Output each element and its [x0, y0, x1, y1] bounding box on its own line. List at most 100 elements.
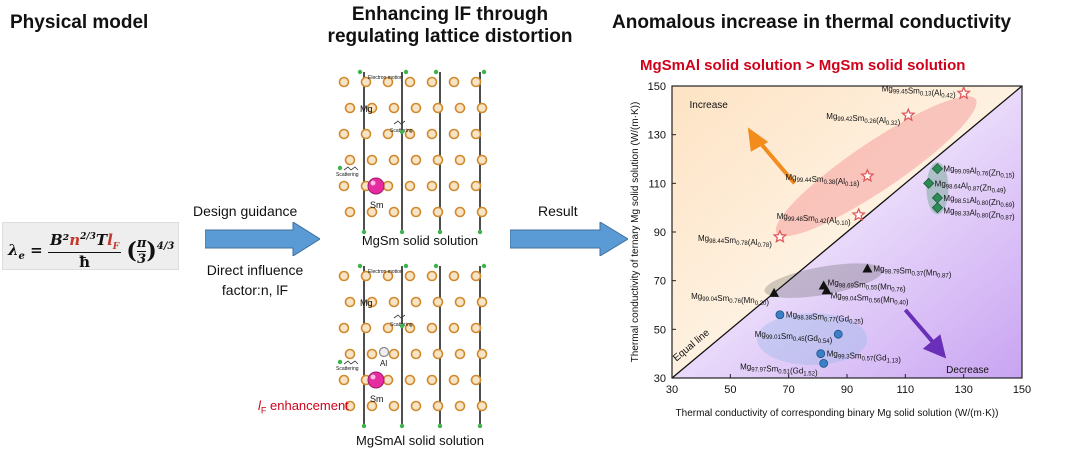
anomalous-heading: Anomalous increase in thermal conductivi… — [612, 12, 1012, 33]
mg-atom — [382, 322, 394, 334]
mg-atom — [426, 128, 438, 140]
physical-model-heading: Physical model — [10, 12, 149, 33]
mg-atom — [426, 374, 438, 386]
data-point-circle — [816, 349, 826, 359]
sm-label: Sm — [370, 394, 384, 404]
x-tick-label: 130 — [954, 384, 972, 396]
data-point-star — [956, 85, 972, 100]
mg-label: Mg — [360, 298, 373, 308]
mg-atom — [448, 180, 460, 192]
x-axis-label: Thermal conductivity of corresponding bi… — [676, 408, 999, 419]
mgsm-caption: MgSm solid solution — [361, 233, 479, 248]
enhancing-heading: Enhancing lF through regulating lattice … — [320, 4, 580, 48]
data-point-label: Mg98.79Sm0.37(Mn0.87) — [873, 265, 951, 280]
sm-atom — [367, 371, 385, 389]
mg-atom — [426, 76, 438, 88]
electron-dot — [399, 229, 405, 235]
mg-atom — [410, 206, 422, 218]
mg-atom — [454, 348, 466, 360]
electron-dot — [433, 263, 439, 269]
electron-dot — [403, 69, 409, 75]
mg-atom — [432, 154, 444, 166]
data-point-label: Mg98.51Al0.80(Zn0.69) — [943, 194, 1015, 209]
mg-atom — [426, 270, 438, 282]
electron-motion-label: Electron motion — [368, 75, 403, 81]
mg-atom — [366, 154, 378, 166]
y-tick-label: 50 — [654, 324, 666, 336]
mg-atom — [404, 180, 416, 192]
mg-atom — [338, 180, 350, 192]
x-tick-label: 90 — [841, 384, 853, 396]
data-point-star — [860, 168, 875, 183]
mg-atom — [410, 296, 422, 308]
data-point-label: Mg98.64Al0.87(Zn0.49) — [935, 179, 1007, 194]
mg-atom — [382, 76, 394, 88]
mg-atom — [360, 128, 372, 140]
mg-atom — [454, 102, 466, 114]
electron-dot — [337, 165, 343, 171]
electron-dot — [481, 263, 487, 269]
electron-dot — [399, 129, 405, 135]
mg-atom — [344, 206, 356, 218]
data-point-circle — [833, 329, 843, 339]
electron-dot — [337, 359, 343, 365]
x-tick-label: 30 — [666, 384, 678, 396]
mg-atom — [476, 154, 488, 166]
increase-arrow — [757, 140, 797, 185]
mg-atom — [470, 322, 482, 334]
equal-line — [671, 85, 1023, 379]
scattering-path — [343, 166, 359, 171]
data-point-triangle — [821, 285, 832, 295]
comparison-title: MgSmAl solid solution > MgSm solid solut… — [640, 57, 966, 74]
data-point-label: Mg99.44Sm0.38(Al0.18) — [785, 173, 859, 188]
thermal-conductivity-scatter-chart: 30 50 70 90 110 130 150 30 50 70 90 110 130 150 Therma… — [630, 81, 1031, 419]
mg-atom — [404, 374, 416, 386]
mg-atom — [476, 296, 488, 308]
data-point-star — [772, 229, 788, 244]
mg-atom — [432, 206, 444, 218]
x-tick-label: 70 — [783, 384, 795, 396]
data-point-label: Mg98.38Sm0.77(Gd0.25) — [786, 311, 864, 326]
mg-atom — [382, 270, 394, 282]
mg-atom — [338, 270, 350, 282]
data-point-label: Mg98.69Sm0.55(Mn0.76) — [828, 279, 906, 294]
mg-atom — [366, 206, 378, 218]
mg-atom — [448, 322, 460, 334]
electron-dot — [481, 69, 487, 75]
mg-atom — [344, 348, 356, 360]
electron-motion-label: Electron motion — [368, 269, 403, 275]
electron-dot — [357, 69, 363, 75]
y-tick-label: 150 — [648, 81, 666, 93]
direct-influence-line2: factor:n, lF — [221, 282, 289, 298]
mg-atom — [454, 400, 466, 412]
mg-atom — [338, 374, 350, 386]
mg-atom — [404, 128, 416, 140]
mg-atom — [432, 102, 444, 114]
mg-atom — [404, 322, 416, 334]
scattering-path — [393, 314, 406, 319]
scattering-path — [343, 360, 359, 365]
y-tick-label: 130 — [648, 130, 666, 142]
mg-atom — [338, 128, 350, 140]
decrease-arrowhead — [922, 334, 947, 359]
sm-label: Sm — [370, 200, 384, 210]
electron-dot — [361, 423, 367, 429]
mg-atom — [410, 400, 422, 412]
electron-dot — [399, 423, 405, 429]
data-point-label: Mg98.33Al0.80(Zn0.87) — [943, 207, 1015, 222]
data-point-star — [900, 107, 916, 122]
mg-atom — [382, 180, 394, 192]
mg-atom — [382, 374, 394, 386]
mg-atom — [476, 400, 488, 412]
data-point-label: Mg99.42Sm0.26(Al0.32) — [826, 112, 900, 127]
mg-atom — [448, 270, 460, 282]
data-point-label: Mg99.04Sm0.56(Mn0.40) — [831, 291, 909, 306]
y-tick-label: 110 — [648, 178, 666, 190]
increase-arrowhead — [747, 127, 769, 152]
gd-group-ellipse — [757, 313, 867, 366]
thermal-conductivity-formula: λe = B²n2/3TlF ħ (π 3)4/3 — [8, 231, 175, 271]
data-point-label: Mg99.48Sm0.42(Al0.10) — [777, 212, 851, 227]
decrease-annotation: Decrease — [946, 365, 989, 376]
mg-label: Mg — [360, 104, 373, 114]
y-tick-label: 30 — [654, 373, 666, 385]
